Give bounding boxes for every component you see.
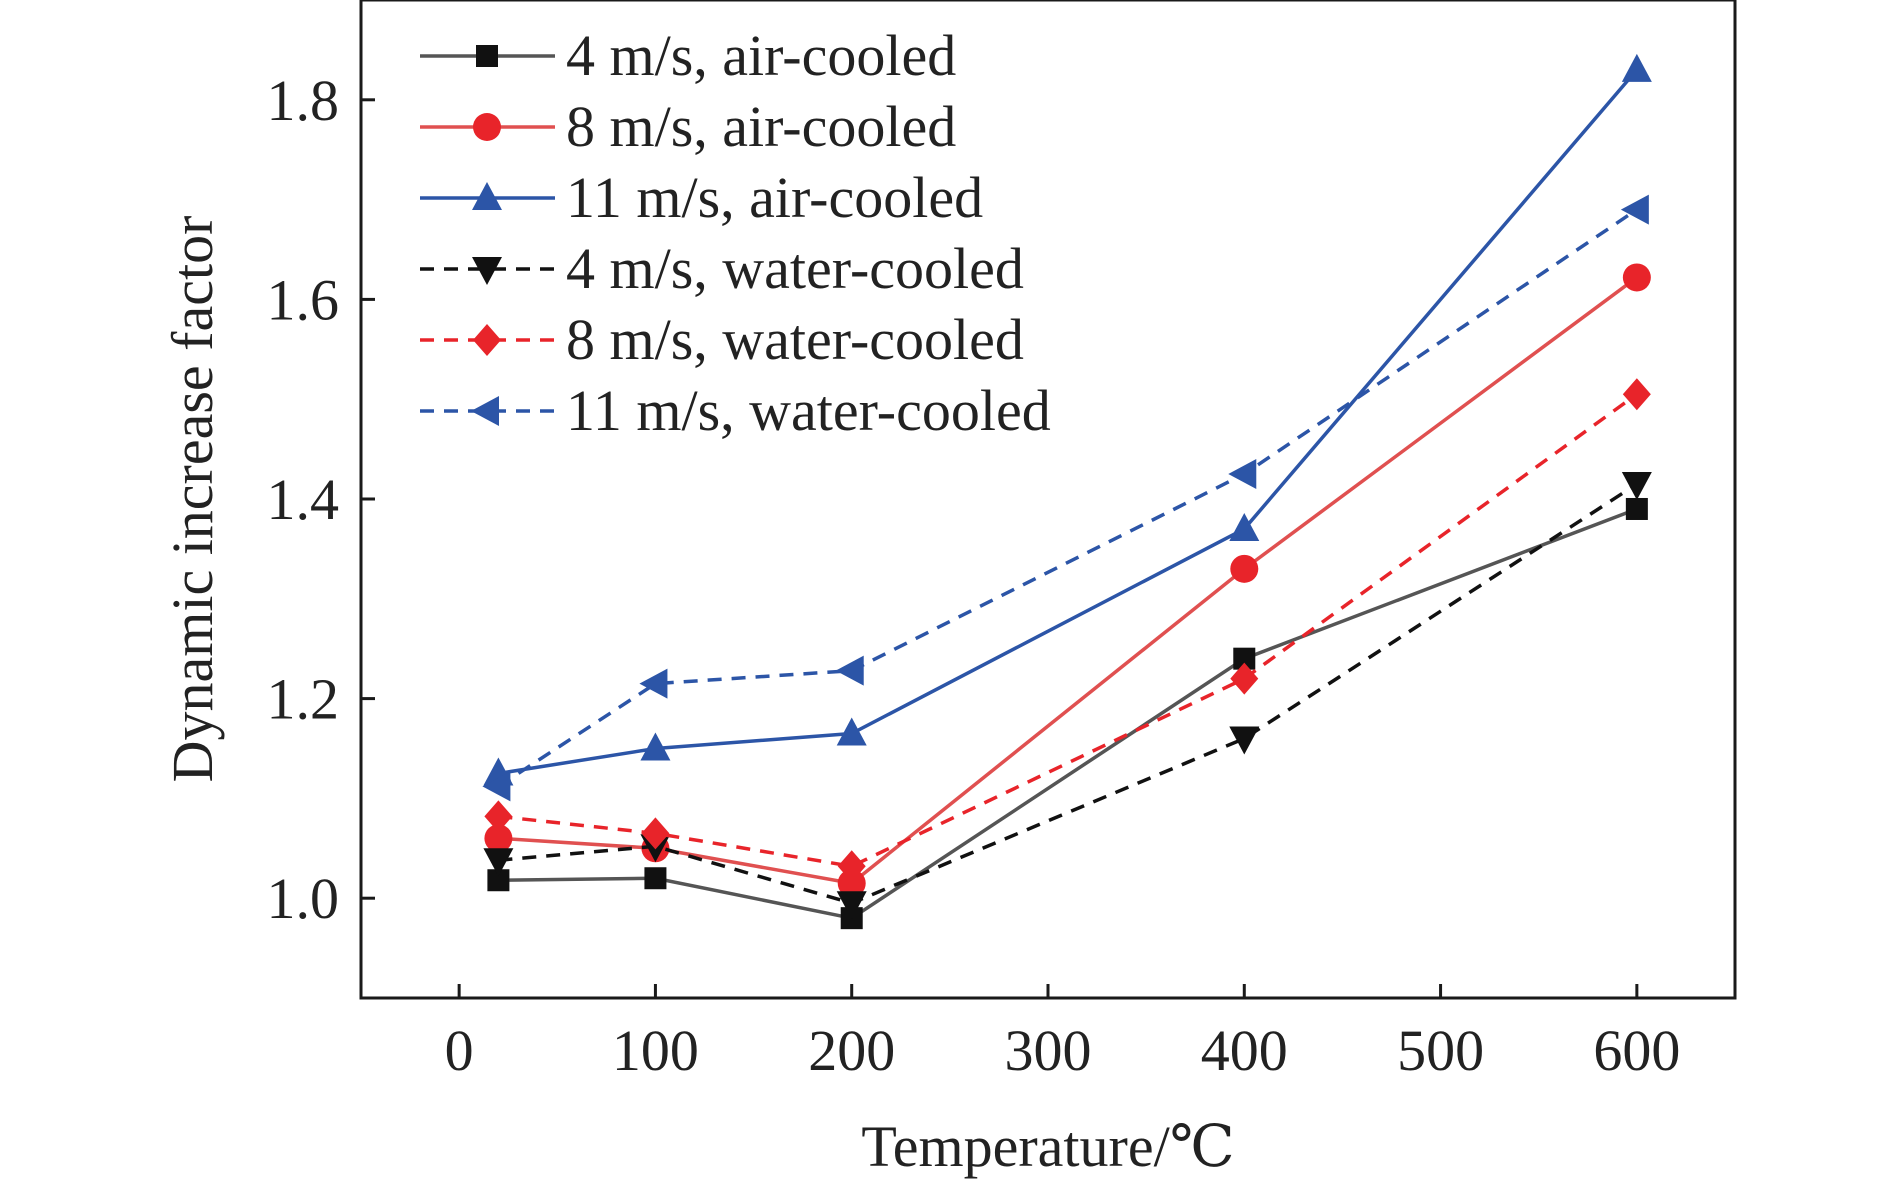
data-point: [484, 824, 513, 853]
x-tick-label: 200: [808, 1018, 895, 1083]
data-point: [483, 848, 514, 877]
legend-label: 11 m/s, air-cooled: [566, 165, 983, 230]
series-line: [498, 507, 1638, 921]
legend-entry: 4 m/s, water-cooled: [420, 236, 1024, 301]
legend-entry: 11 m/s, air-cooled: [420, 165, 983, 230]
data-point: [1233, 647, 1256, 670]
x-axis-ticks: 0 100 200 300 400 500 600: [445, 984, 1680, 1083]
series-6: [482, 194, 1649, 802]
y-tick-label: 1.2: [267, 667, 340, 732]
data-point: [482, 771, 511, 802]
series-5: [484, 378, 1651, 883]
x-tick-label: 300: [1005, 1018, 1092, 1083]
legend-marker: [472, 257, 502, 285]
y-tick-label: 1.8: [267, 68, 340, 133]
legend-entry: 11 m/s, water-cooled: [420, 378, 1051, 443]
data-point: [639, 668, 668, 699]
x-tick-label: 0: [445, 1018, 474, 1083]
data-point: [641, 817, 670, 850]
data-point: [837, 850, 866, 883]
legend-marker: [473, 113, 501, 141]
series-layer: [482, 53, 1652, 930]
legend-label: 4 m/s, air-cooled: [566, 23, 956, 88]
data-point: [484, 800, 513, 833]
data-point: [836, 717, 867, 746]
legend-entry: 8 m/s, air-cooled: [420, 94, 956, 159]
x-tick-label: 400: [1201, 1018, 1288, 1083]
data-point: [1230, 554, 1259, 583]
y-axis-ticks: 1.0 1.2 1.4 1.6 1.8: [267, 68, 375, 931]
legend-marker: [473, 324, 501, 356]
data-point: [487, 869, 510, 892]
data-point: [1622, 263, 1651, 292]
legend-label: 4 m/s, water-cooled: [566, 236, 1024, 301]
data-point: [1230, 662, 1259, 695]
x-axis-label: Temperature/℃: [861, 1114, 1234, 1179]
data-point: [1620, 194, 1649, 225]
legend-label: 8 m/s, air-cooled: [566, 94, 956, 159]
data-point: [1622, 378, 1651, 411]
legend-marker: [472, 182, 502, 210]
data-point: [640, 732, 671, 761]
x-tick-label: 500: [1397, 1018, 1484, 1083]
series-line: [498, 482, 1638, 906]
data-point: [835, 655, 864, 686]
data-point: [1625, 497, 1648, 520]
data-point: [1621, 472, 1652, 501]
data-point: [1229, 726, 1260, 755]
legend-marker: [476, 45, 498, 67]
series-3: [483, 53, 1652, 786]
y-tick-label: 1.0: [267, 866, 340, 931]
data-point: [836, 891, 867, 920]
data-point: [1621, 53, 1652, 82]
y-axis-label: Dynamic increase factor: [160, 216, 225, 783]
x-tick-label: 600: [1593, 1018, 1680, 1083]
data-point: [644, 867, 667, 890]
legend-label: 8 m/s, water-cooled: [566, 307, 1024, 372]
data-point: [1228, 459, 1257, 490]
legend-marker: [471, 396, 499, 426]
series-4: [483, 472, 1652, 920]
series-line: [498, 392, 1638, 869]
x-tick-label: 100: [612, 1018, 699, 1083]
y-tick-label: 1.6: [267, 267, 340, 332]
legend-entry: 4 m/s, air-cooled: [420, 23, 956, 88]
data-point: [1229, 512, 1260, 541]
data-point: [837, 869, 866, 898]
legend-label: 11 m/s, water-cooled: [566, 378, 1051, 443]
y-tick-label: 1.4: [267, 467, 340, 532]
legend-entry: 8 m/s, water-cooled: [420, 307, 1024, 372]
